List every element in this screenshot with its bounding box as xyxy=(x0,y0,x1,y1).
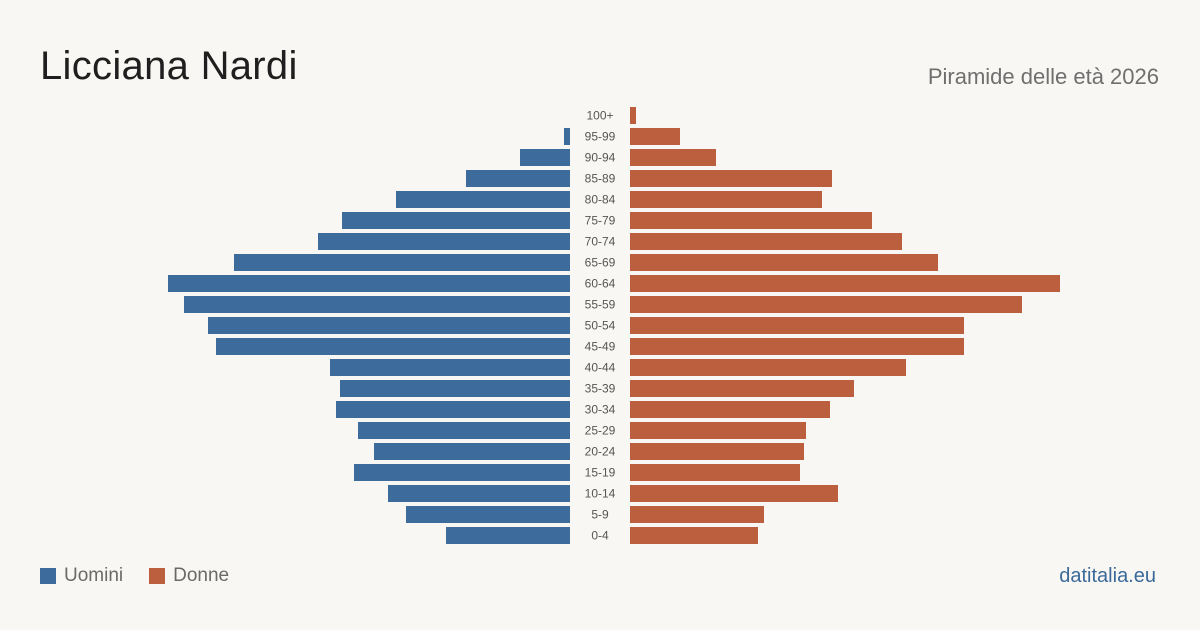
legend-label-female: Donne xyxy=(173,565,230,586)
legend-item-male: Uomini xyxy=(40,565,123,587)
bar-female-90-94 xyxy=(630,149,716,166)
age-label-15-19: 15-19 xyxy=(585,466,616,480)
age-label-60-64: 60-64 xyxy=(585,277,616,291)
age-label-95-99: 95-99 xyxy=(585,130,616,144)
age-label-0-4: 0-4 xyxy=(591,529,609,543)
legend-label-male: Uomini xyxy=(64,565,124,586)
bar-female-30-34 xyxy=(630,401,830,418)
bar-male-95-99 xyxy=(564,128,570,145)
legend-swatch-female xyxy=(149,568,166,584)
bar-male-10-14 xyxy=(388,485,570,502)
bar-male-25-29 xyxy=(358,422,570,439)
bar-female-60-64 xyxy=(630,275,1060,292)
bar-male-30-34 xyxy=(336,401,570,418)
age-label-25-29: 25-29 xyxy=(585,424,616,438)
age-label-50-54: 50-54 xyxy=(585,319,616,333)
bar-male-75-79 xyxy=(342,212,570,229)
bar-male-40-44 xyxy=(330,359,570,376)
bar-male-65-69 xyxy=(234,254,570,271)
age-label-70-74: 70-74 xyxy=(585,235,616,249)
bar-female-95-99 xyxy=(630,128,680,145)
age-label-80-84: 80-84 xyxy=(585,193,616,207)
age-label-45-49: 45-49 xyxy=(585,340,616,354)
bar-female-100plus xyxy=(630,107,636,124)
bar-male-80-84 xyxy=(396,191,570,208)
legend-swatch-male xyxy=(40,568,56,584)
age-label-90-94: 90-94 xyxy=(585,151,616,165)
age-label-40-44: 40-44 xyxy=(585,361,616,375)
bar-male-50-54 xyxy=(208,317,570,334)
bar-female-70-74 xyxy=(630,233,902,250)
age-label-35-39: 35-39 xyxy=(585,382,616,396)
bar-female-50-54 xyxy=(630,317,964,334)
bar-female-10-14 xyxy=(630,485,838,502)
bar-male-20-24 xyxy=(374,443,570,460)
age-label-100plus: 100+ xyxy=(586,109,613,123)
age-label-10-14: 10-14 xyxy=(585,487,616,501)
bar-female-15-19 xyxy=(630,464,800,481)
bar-male-90-94 xyxy=(520,149,570,166)
bar-female-55-59 xyxy=(630,296,1022,313)
bar-female-25-29 xyxy=(630,422,806,439)
bar-female-45-49 xyxy=(630,338,964,355)
bar-male-70-74 xyxy=(318,233,570,250)
bar-male-45-49 xyxy=(216,338,570,355)
bar-female-35-39 xyxy=(630,380,854,397)
age-label-75-79: 75-79 xyxy=(585,214,616,228)
bar-female-40-44 xyxy=(630,359,906,376)
bar-female-65-69 xyxy=(630,254,938,271)
chart-subtitle: Piramide delle età 2026 xyxy=(927,64,1159,89)
age-label-20-24: 20-24 xyxy=(585,445,616,459)
age-label-55-59: 55-59 xyxy=(585,298,616,312)
bar-male-55-59 xyxy=(184,296,570,313)
legend: Uomini Donne xyxy=(40,565,255,587)
age-label-85-89: 85-89 xyxy=(585,172,616,186)
bar-male-85-89 xyxy=(466,170,570,187)
bar-male-0-4 xyxy=(446,527,570,544)
bar-female-75-79 xyxy=(630,212,872,229)
age-label-5-9: 5-9 xyxy=(591,508,609,522)
site-link[interactable]: datitalia.eu xyxy=(1059,565,1156,587)
bar-female-85-89 xyxy=(630,170,832,187)
bar-female-5-9 xyxy=(630,506,764,523)
chart-title: Licciana Nardi xyxy=(40,44,298,88)
bar-male-5-9 xyxy=(406,506,570,523)
legend-item-female: Donne xyxy=(149,565,229,587)
bar-male-15-19 xyxy=(354,464,570,481)
bar-male-35-39 xyxy=(340,380,570,397)
age-label-30-34: 30-34 xyxy=(585,403,616,417)
bar-male-60-64 xyxy=(168,275,570,292)
bar-female-0-4 xyxy=(630,527,758,544)
bar-female-20-24 xyxy=(630,443,804,460)
bar-female-80-84 xyxy=(630,191,822,208)
age-label-65-69: 65-69 xyxy=(585,256,616,270)
